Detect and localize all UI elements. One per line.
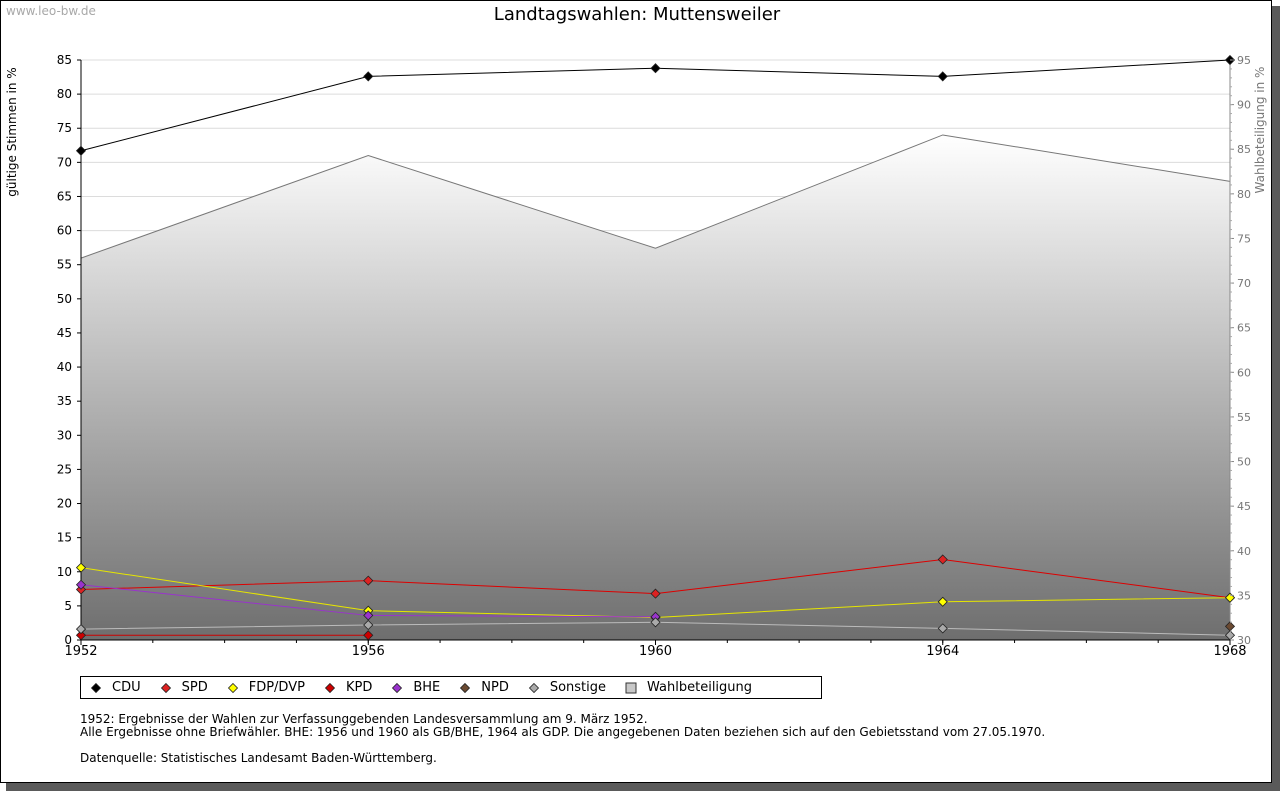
y-tick-label-right: 55	[1237, 411, 1251, 424]
data-point	[937, 596, 948, 607]
y-tick-label-left: 0	[64, 633, 72, 647]
y-tick-label-right: 50	[1237, 456, 1251, 469]
data-point	[937, 554, 948, 565]
y-tick-label-right: 65	[1237, 322, 1251, 335]
turnout-area	[81, 134, 1230, 640]
data-point	[1224, 592, 1236, 603]
legend-marker	[392, 682, 403, 693]
turnout-line	[80, 134, 1231, 259]
y-tick-label-left: 15	[57, 531, 72, 545]
y-tick-label-left: 50	[57, 292, 72, 306]
data-point	[937, 623, 948, 634]
data-point	[937, 71, 948, 82]
y-tick-label-left: 85	[57, 53, 72, 67]
y-tick-label-right: 45	[1237, 500, 1251, 513]
legend-marker	[625, 682, 637, 693]
legend-marker	[160, 682, 171, 693]
y-tick-label-right: 60	[1237, 366, 1251, 379]
legend-item: FDP/DVP	[226, 680, 305, 695]
notes: 1952: Ergebnisse der Wahlen zur Verfassu…	[80, 713, 1045, 765]
y-tick-label-left: 60	[57, 224, 72, 238]
y-tick-label-right: 30	[1237, 634, 1251, 647]
y-tick-label-left: 55	[57, 258, 72, 272]
y-tick-label-left: 75	[57, 121, 72, 135]
y-axis-label-left: gültige Stimmen in %	[5, 67, 19, 196]
y-tick-label-right: 35	[1237, 589, 1251, 602]
legend-item: BHE	[390, 680, 440, 695]
data-point	[650, 588, 661, 599]
data-point	[363, 575, 374, 586]
legend-marker	[227, 682, 238, 693]
y-tick-label-left: 80	[57, 87, 72, 101]
legend-label: CDU	[112, 680, 141, 695]
legend-marker	[528, 682, 539, 693]
y-tick-label-right: 85	[1237, 143, 1251, 156]
legend-label: Wahlbeteiligung	[647, 680, 753, 695]
legend-item: SPD	[159, 680, 208, 695]
data-point	[363, 630, 374, 641]
note-line: 1952: Ergebnisse der Wahlen zur Verfassu…	[80, 712, 648, 726]
y-tick-label-right: 75	[1237, 232, 1251, 245]
x-tick-label: 1956	[352, 644, 385, 659]
data-point	[75, 624, 87, 635]
data-point	[363, 71, 374, 82]
note-line: Datenquelle: Statistisches Landesamt Bad…	[80, 751, 437, 765]
y-axis-label-right: Wahlbeteiligung in %	[1253, 67, 1267, 194]
x-tick-label: 1964	[926, 644, 959, 659]
legend-item: KPD	[323, 680, 372, 695]
legend-marker	[324, 682, 336, 693]
y-tick-label-left: 40	[57, 360, 72, 374]
y-tick-label-right: 80	[1237, 188, 1251, 201]
x-tick-label: 1952	[64, 644, 97, 659]
legend-item: CDU	[89, 680, 141, 695]
legend-label: BHE	[413, 680, 441, 695]
data-point	[363, 619, 374, 631]
x-tick-label: 1960	[639, 644, 672, 659]
legend-marker	[460, 682, 471, 693]
y-tick-label-left: 10	[57, 565, 72, 579]
data-point	[75, 579, 87, 590]
data-point	[650, 63, 661, 74]
legend-label: Sonstige	[549, 680, 607, 695]
note-line: Alle Ergebnisse ohne Briefwähler. BHE: 1…	[80, 725, 1046, 739]
frame-shadow	[6, 783, 1280, 791]
y-tick-label-left: 70	[57, 155, 72, 169]
legend-item: NPD	[458, 680, 509, 695]
y-tick-label-left: 30	[57, 428, 72, 442]
chart-title: Landtagswahlen: Muttensweiler	[494, 4, 781, 25]
legend: CDU SPD FDP/DVP KPD BHE NPD Sonstige Wahlbeteil…	[80, 676, 822, 699]
legend-label: KPD	[345, 680, 373, 695]
y-tick-label-left: 5	[64, 599, 72, 613]
legend-label: SPD	[181, 680, 208, 695]
y-tick-label-right: 90	[1237, 99, 1251, 112]
x-tick-label: 1968	[1213, 644, 1246, 659]
y-tick-label-left: 25	[57, 462, 72, 476]
series-line	[80, 59, 1231, 152]
legend-item: Wahlbeteiligung	[624, 680, 752, 695]
legend-marker	[90, 682, 102, 693]
y-tick-label-left: 65	[57, 189, 72, 203]
frame-shadow	[1272, 6, 1280, 791]
legend-label: NPD	[481, 680, 509, 695]
legend-label: FDP/DVP	[248, 680, 305, 695]
y-tick-label-left: 45	[57, 326, 72, 340]
y-tick-label-left: 35	[57, 394, 72, 408]
y-tick-label-right: 40	[1237, 545, 1251, 558]
y-tick-label-right: 95	[1237, 54, 1251, 67]
data-point	[75, 145, 87, 156]
y-tick-label-left: 20	[57, 497, 72, 511]
watermark: www.leo-bw.de	[6, 4, 96, 18]
legend-item: Sonstige	[527, 680, 606, 695]
y-tick-label-right: 70	[1237, 277, 1251, 290]
data-point	[650, 617, 661, 628]
